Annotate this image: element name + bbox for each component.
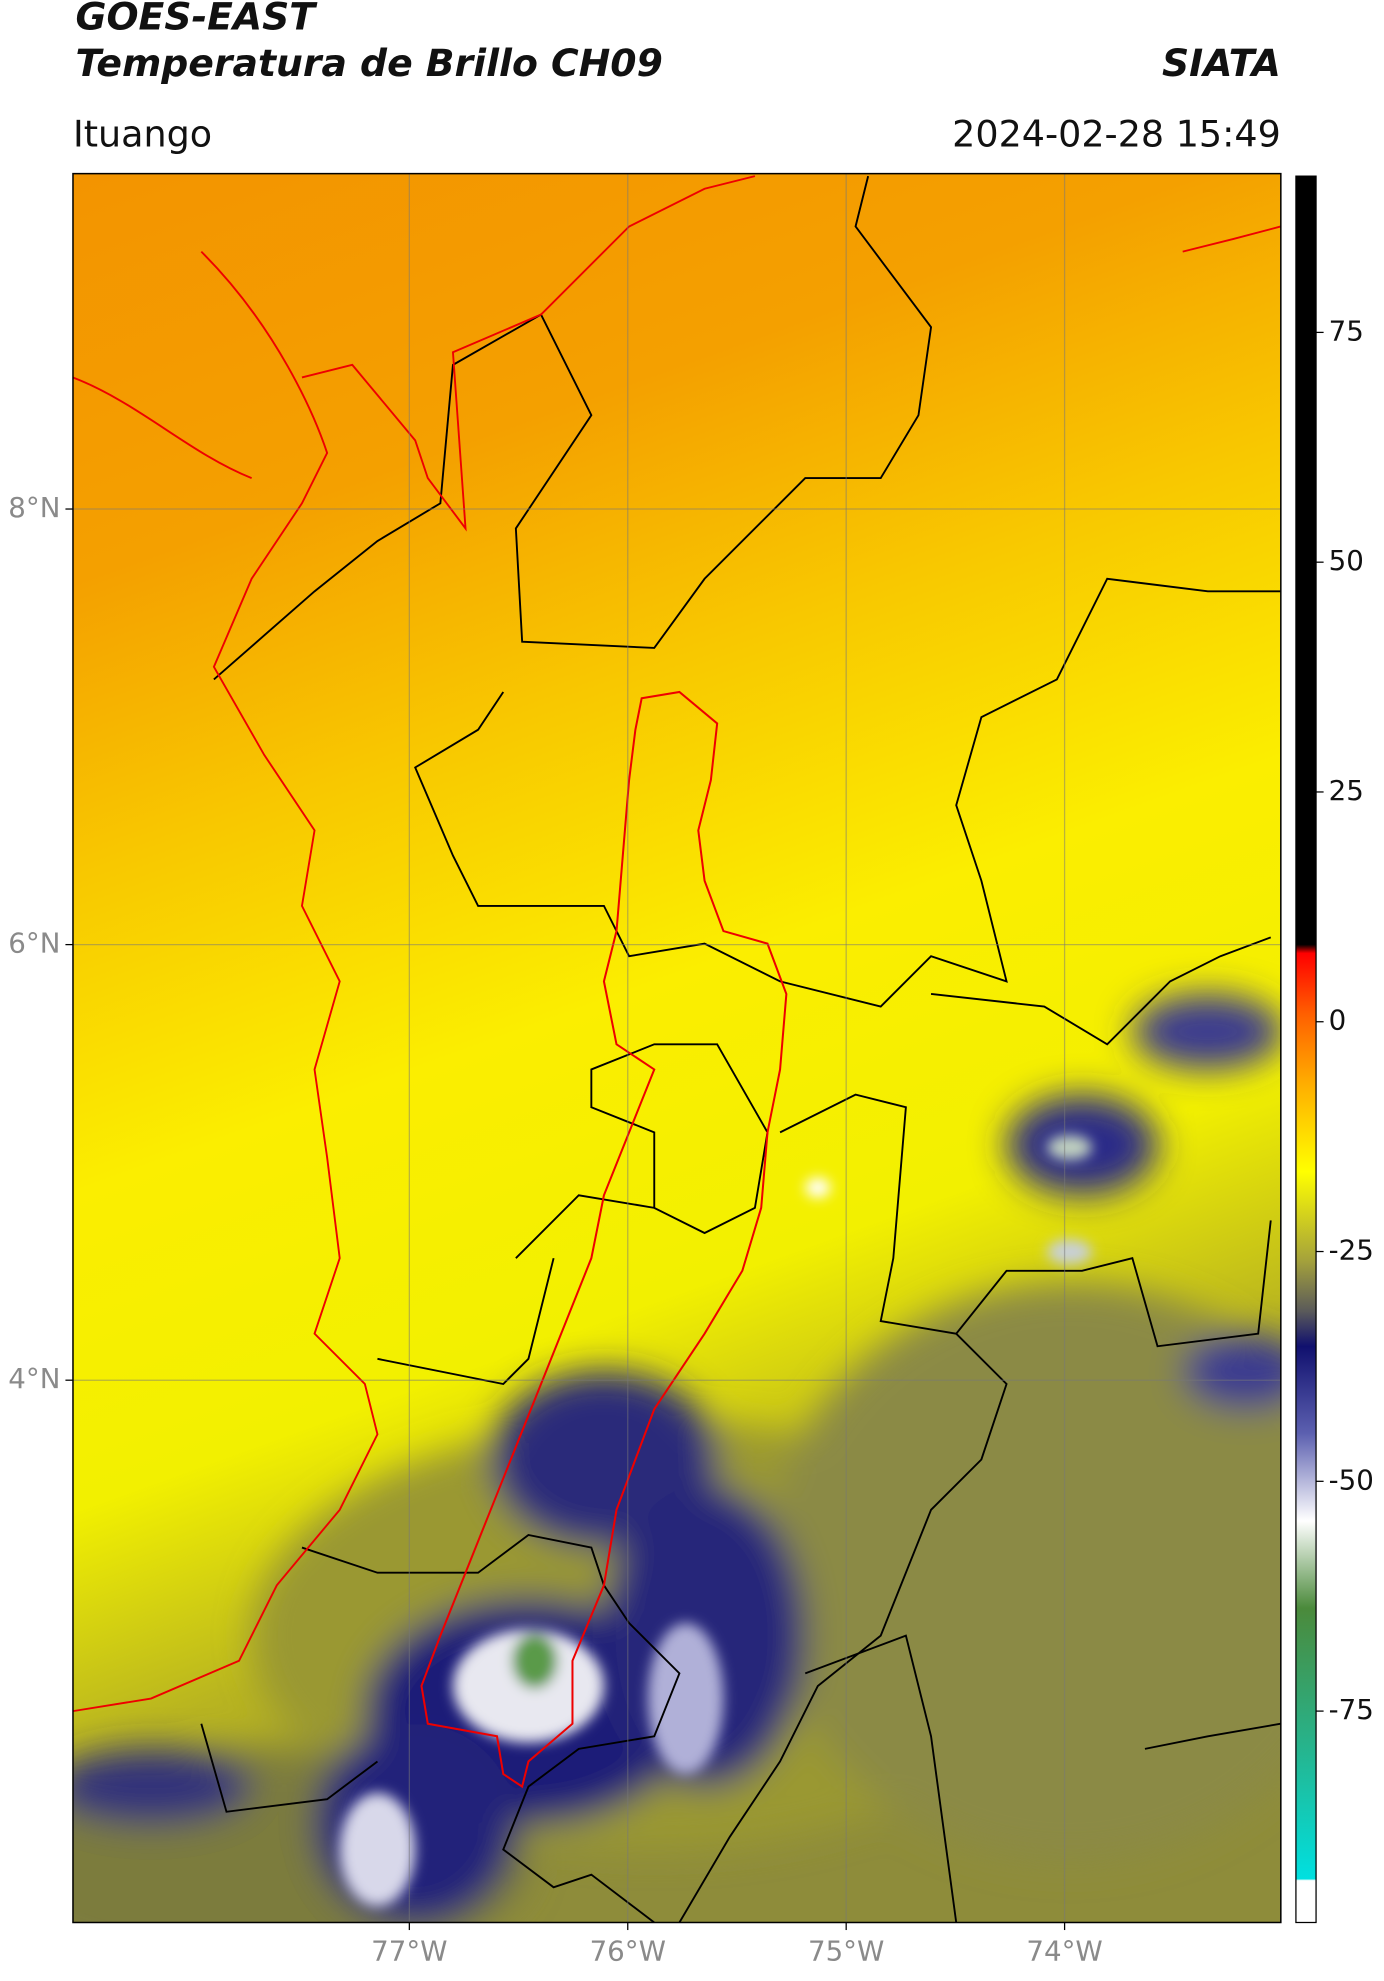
admin-borders xyxy=(200,175,1281,1923)
ticks: 8°N 6°N 4°N 77°W 76°W 75°W 74°W 75 50 25 0 -25 -50 -7… xyxy=(8,314,1374,1967)
subtitle: Temperatura de Brillo CH09 xyxy=(75,41,662,85)
colorbar-tick-label: 75 xyxy=(1329,314,1364,347)
lat-tick-label: 6°N xyxy=(8,927,60,960)
lat-tick-label: 4°N xyxy=(8,1362,60,1395)
colorbar xyxy=(1295,175,1317,1924)
colorbar-tick-label: 0 xyxy=(1329,1004,1347,1037)
source: SIATA xyxy=(1162,41,1281,85)
lon-tick-label: 75°W xyxy=(808,1935,884,1968)
colorbar-tick-label: -50 xyxy=(1329,1463,1374,1496)
colorbar-tick-label: 25 xyxy=(1329,774,1364,807)
map xyxy=(72,173,1281,1923)
lat-tick-label: 8°N xyxy=(8,491,60,524)
colorbar-tick-label: -25 xyxy=(1329,1234,1374,1267)
colorbar-tick-label: -75 xyxy=(1329,1693,1374,1726)
lon-tick-label: 76°W xyxy=(590,1935,666,1968)
map-frame xyxy=(72,172,1282,1924)
graticule xyxy=(72,173,1281,1923)
colorbar-tick-label: 50 xyxy=(1329,544,1364,577)
ituango-boundary xyxy=(420,690,788,1789)
lon-tick-label: 77°W xyxy=(371,1935,447,1968)
title: GOES-EAST xyxy=(75,0,318,38)
location: Ituango xyxy=(73,112,212,155)
datetime: 2024-02-28 15:49 xyxy=(952,112,1281,155)
lon-tick-label: 74°W xyxy=(1026,1935,1102,1968)
coastline xyxy=(72,175,1281,1713)
